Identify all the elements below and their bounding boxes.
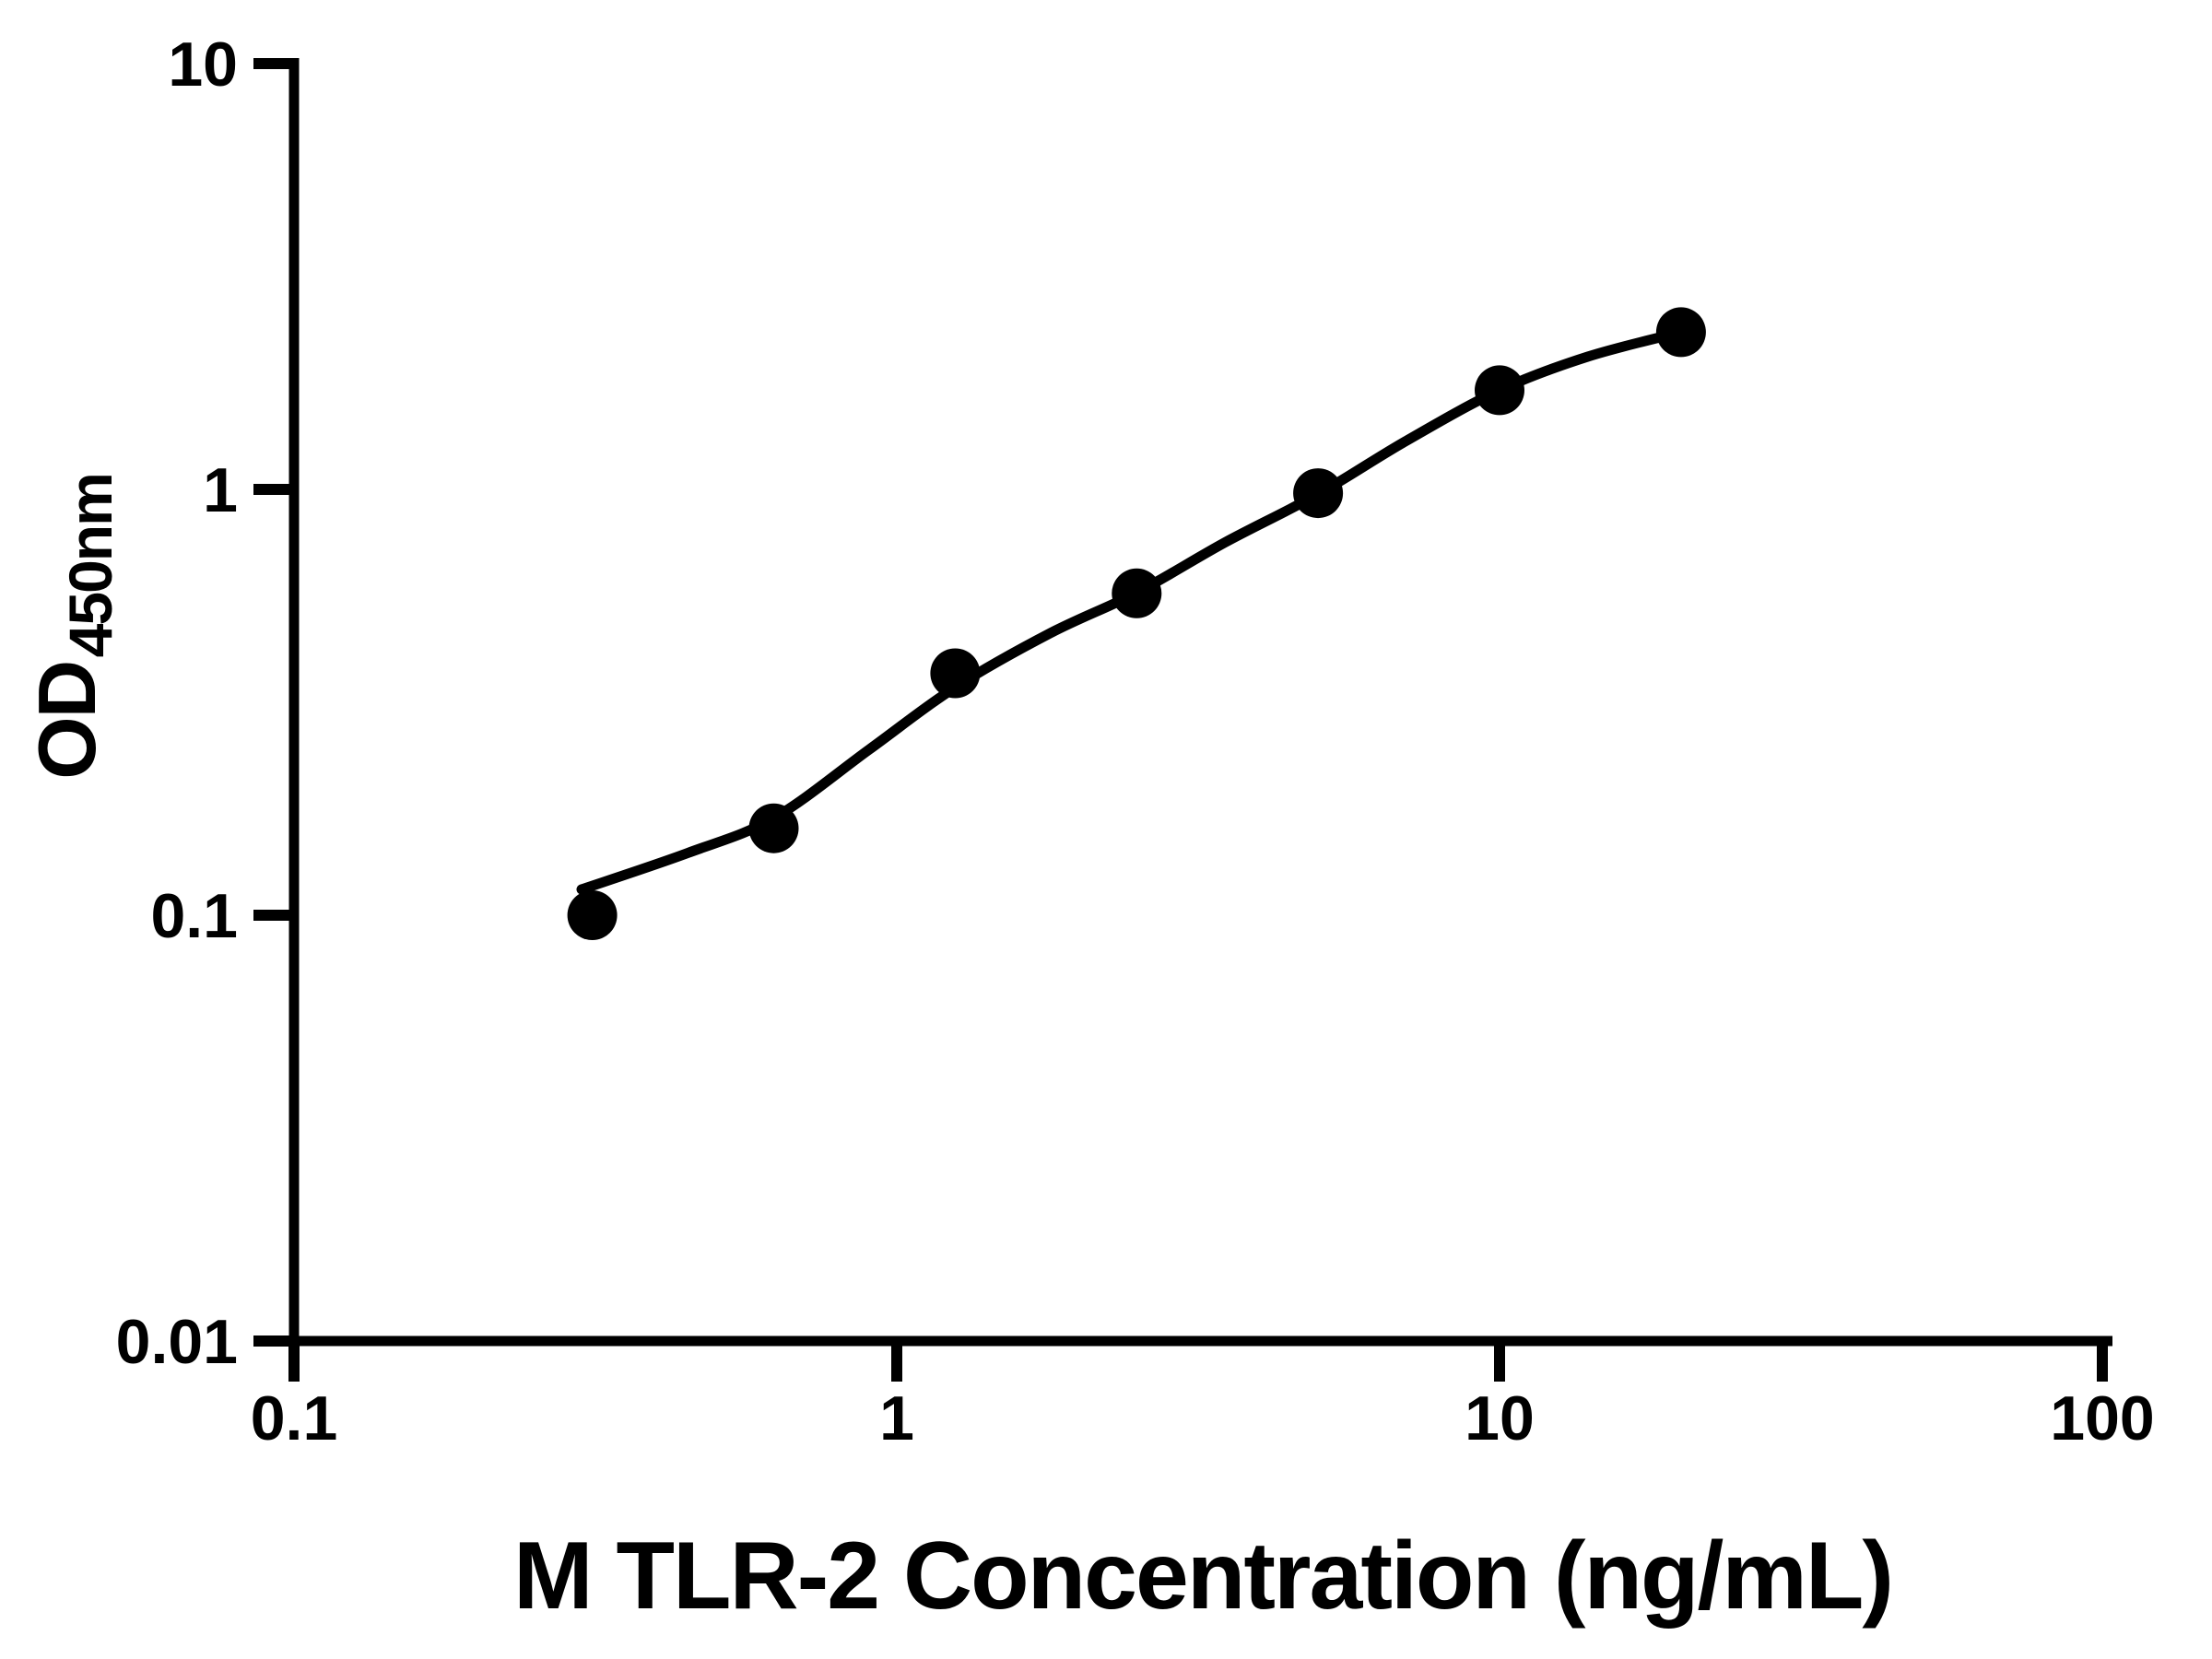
x-axis-title: M TLR-2 Concentration (ng/mL) (513, 1523, 1892, 1630)
data-point (748, 803, 799, 853)
data-point (567, 890, 618, 940)
x-tick-label: 1 (879, 1383, 914, 1453)
x-axis-tick-labels: 0.1 1 10 100 (251, 1383, 2155, 1453)
y-axis-ticks (253, 58, 294, 1347)
axis-spines (288, 58, 2112, 1347)
x-tick-label: 100 (2050, 1383, 2154, 1453)
y-tick-label: 0.01 (116, 1307, 238, 1377)
data-point (1293, 468, 1344, 519)
y-tick-label: 1 (203, 455, 238, 525)
data-point (1655, 307, 1706, 358)
y-tick-label: 10 (168, 29, 238, 100)
y-axis-title-subscript: 450nm (56, 474, 124, 657)
data-point (1112, 568, 1162, 618)
y-axis-title-main: OD (21, 662, 112, 780)
x-tick-label: 10 (1465, 1383, 1535, 1453)
x-axis-ticks (288, 1341, 2108, 1382)
data-point (1475, 365, 1524, 416)
x-tick-label: 0.1 (251, 1383, 338, 1453)
y-tick-label: 0.1 (150, 881, 238, 951)
y-axis-tick-labels: 0.01 0.1 1 10 (116, 29, 238, 1377)
data-point (930, 648, 981, 699)
y-axis-title: OD 450nm (21, 474, 124, 780)
data-points (567, 307, 1706, 940)
